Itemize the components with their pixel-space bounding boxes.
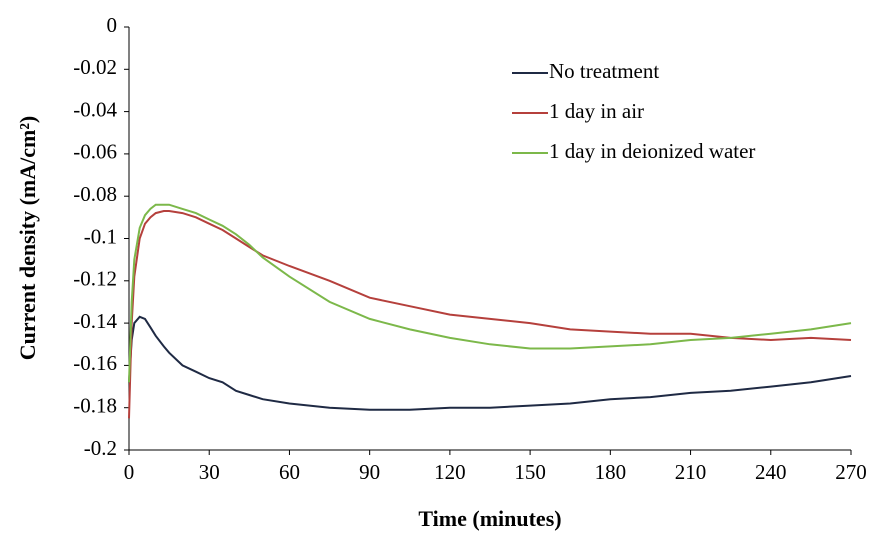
x-tick-label: 120 (434, 460, 466, 484)
y-tick-label: -0.12 (73, 267, 117, 291)
x-tick-label: 210 (675, 460, 707, 484)
x-tick-label: 0 (124, 460, 135, 484)
legend-label: 1 day in air (549, 99, 644, 123)
y-tick-label: -0.2 (84, 436, 117, 460)
x-tick-label: 270 (835, 460, 867, 484)
y-tick-label: -0.04 (73, 97, 117, 121)
x-tick-label: 30 (199, 460, 220, 484)
legend-label: No treatment (549, 59, 659, 83)
x-tick-label: 150 (514, 460, 546, 484)
series-line (128, 210, 852, 419)
x-axis-title: Time (minutes) (418, 506, 561, 531)
y-tick-label: -0.14 (73, 309, 117, 333)
legend-label: 1 day in deionized water (549, 139, 755, 163)
y-tick-label: -0.06 (73, 140, 117, 164)
y-tick-label: -0.16 (73, 351, 117, 375)
y-tick-label: -0.02 (73, 55, 117, 79)
y-tick-label: -0.08 (73, 182, 117, 206)
series-line (128, 203, 852, 383)
y-axis-title: Current density (mA/cm²) (15, 116, 40, 360)
x-tick-label: 60 (279, 460, 300, 484)
x-tick-label: 240 (755, 460, 787, 484)
y-tick-label: -0.1 (84, 224, 117, 248)
x-tick-label: 90 (359, 460, 380, 484)
y-tick-label: -0.18 (73, 394, 117, 418)
x-tick-label: 180 (595, 460, 627, 484)
y-tick-label: 0 (107, 13, 118, 37)
series-line (128, 315, 852, 411)
